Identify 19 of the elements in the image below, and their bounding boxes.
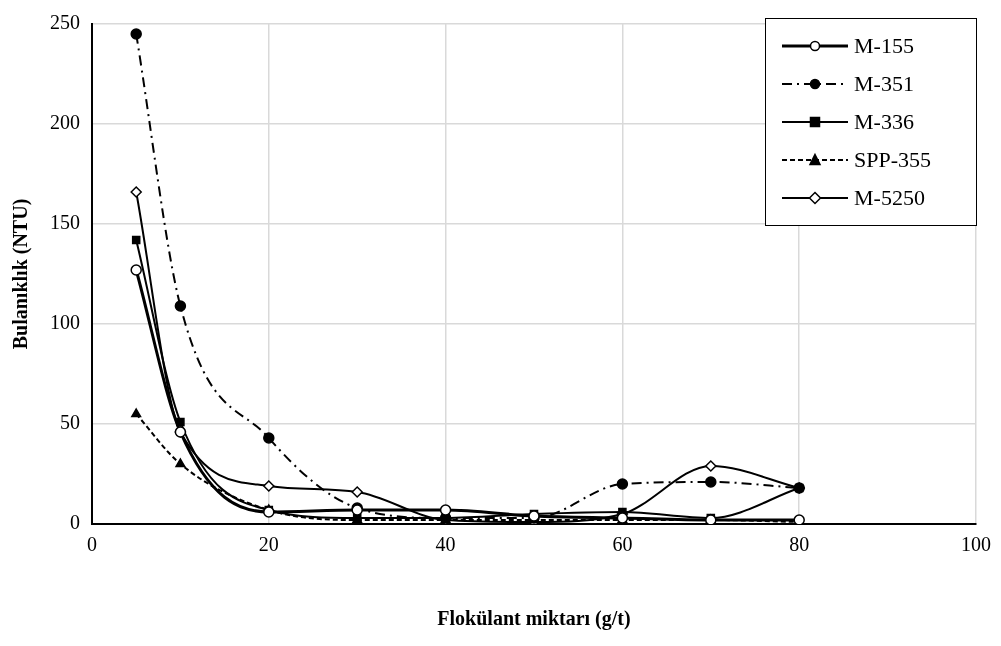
legend-label: M-351 [854,71,914,97]
y-tick-label: 200 [50,111,80,134]
x-tick-label: 0 [87,533,97,556]
x-tick-label: 80 [789,533,810,556]
y-tick-label: 0 [70,511,80,534]
x-tick-label: 60 [612,533,633,556]
legend-label: M-5250 [854,185,925,211]
y-axis-title: Bulanıklık (NTU) [9,198,33,350]
x-tick-label: 40 [435,533,456,556]
y-tick-label: 100 [50,311,80,334]
x-axis-title: Flokülant miktarı (g/t) [437,607,631,631]
legend-label: SPP-355 [854,147,932,173]
legend-label: M-155 [854,33,914,59]
legend-label: M-336 [854,109,914,135]
y-tick-label: 50 [60,411,80,434]
x-tick-label: 100 [961,533,991,556]
y-tick-label: 250 [50,11,80,34]
y-tick-label: 150 [50,211,80,234]
x-tick-label: 20 [258,533,279,556]
